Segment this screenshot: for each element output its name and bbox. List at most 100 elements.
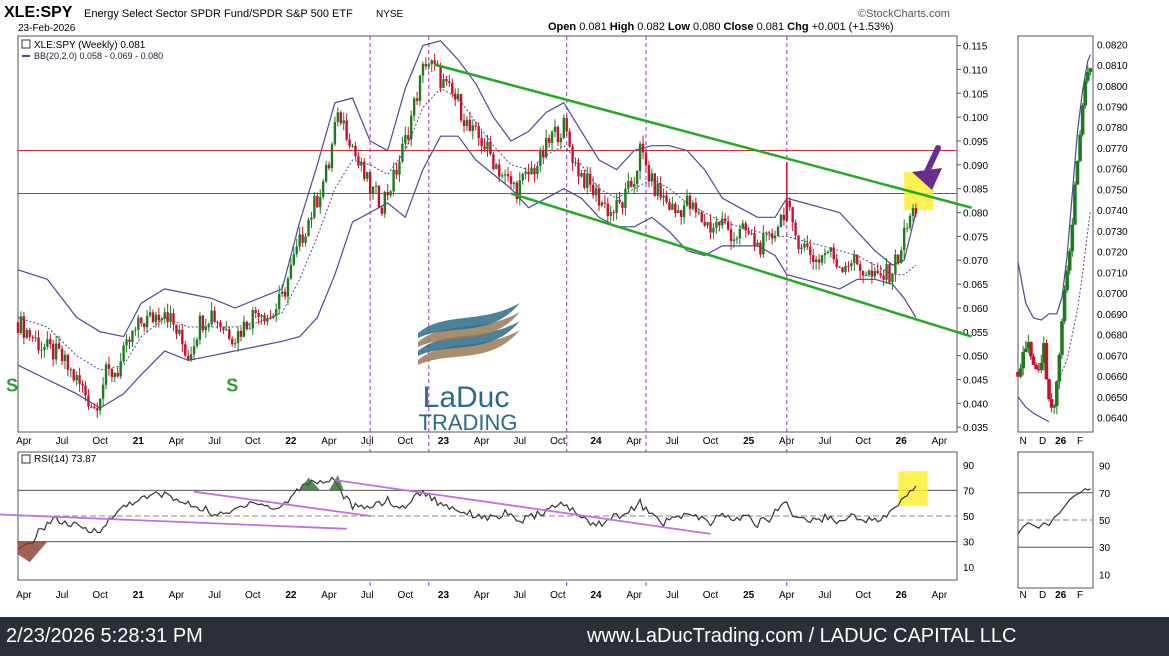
price-candle-body: [195, 339, 199, 347]
logo-wave-stroke: [418, 330, 520, 365]
inset-candle-body: [1057, 354, 1062, 382]
price-candle-body: [210, 310, 213, 325]
rsi-x-tick-label: Apr: [321, 590, 337, 601]
price-candle-body: [650, 173, 654, 182]
high-value: 0.082: [637, 21, 665, 33]
price-candle-body: [368, 172, 372, 194]
price-candle-body: [307, 219, 310, 237]
price-candle-body: [735, 238, 739, 240]
price-candle-body: [52, 343, 55, 360]
rsi-y-tick-label: 90: [963, 461, 975, 472]
price-candle-body: [770, 233, 774, 239]
price-candle-body: [591, 184, 595, 196]
price-candle-body: [34, 337, 37, 339]
price-candle-body: [228, 329, 231, 339]
inset-candle-body: [1044, 343, 1049, 380]
price-y-tick-label: 0.080: [963, 209, 988, 220]
price-candle-body: [380, 207, 384, 214]
price-candle-body: [905, 227, 909, 229]
symbol-title: XLE:SPY: [4, 4, 73, 21]
price-candle-body: [835, 259, 838, 267]
inset-candle-body: [1021, 352, 1025, 369]
price-x-tick-label: Apr: [779, 436, 795, 447]
inset-bb-lower: [1017, 396, 1050, 423]
rsi-x-tick-label: 21: [133, 590, 145, 601]
inset-candle-body: [1023, 348, 1028, 353]
price-y-tick-label: 0.045: [963, 376, 988, 387]
price-candle-body: [621, 202, 624, 208]
price-candle-body: [31, 336, 34, 339]
price-candle-body: [395, 169, 398, 175]
price-candle-body: [54, 343, 58, 360]
price-candle-body: [172, 313, 175, 325]
price-candle-body: [706, 222, 709, 226]
inset-y-tick-label: 0.0640: [1097, 413, 1128, 424]
price-x-tick-label: Jul: [208, 436, 221, 447]
price-candle-body: [104, 364, 108, 385]
price-candle-body: [310, 217, 313, 220]
open-label: Open: [548, 21, 577, 33]
rsi-y-tick-label: 50: [963, 512, 975, 523]
price-candle-body: [266, 317, 269, 322]
price-candle-body: [612, 212, 615, 214]
rsi-y-tick-label: 10: [963, 563, 975, 574]
price-candle-body: [897, 254, 900, 263]
price-candle-body: [374, 185, 378, 187]
price-candle-body: [853, 254, 856, 264]
high-label: High: [609, 21, 635, 33]
price-candle-body: [451, 82, 454, 94]
price-candle-body: [571, 146, 574, 164]
price-candle-body: [251, 310, 254, 329]
rsi-x-tick-label: Oct: [855, 590, 871, 601]
price-candle-body: [292, 254, 296, 265]
low-value: 0.080: [692, 21, 721, 33]
price-y-tick-label: 0.060: [963, 304, 988, 315]
price-candle-body: [360, 161, 363, 166]
price-candle-body: [298, 234, 301, 247]
price-candle-body: [219, 322, 222, 328]
price-candle-body: [500, 175, 504, 177]
price-x-tick-label: Apr: [474, 436, 490, 447]
inset-candle-body: [1067, 251, 1072, 271]
price-y-tick-label: 0.050: [963, 352, 988, 363]
price-candle-body: [888, 264, 891, 283]
inset-y-tick-label: 0.0770: [1097, 144, 1128, 155]
rsi-overbought-fill: [329, 475, 344, 491]
price-candle-body: [160, 318, 163, 321]
price-x-tick-label: Oct: [855, 436, 871, 447]
price-candle-body: [829, 247, 833, 252]
price-candle-body: [577, 162, 580, 177]
price-candle-body: [700, 212, 703, 222]
price-candle-body: [248, 328, 252, 330]
price-candle-body: [495, 164, 498, 170]
price-candle-body: [600, 202, 604, 206]
price-candle-body: [580, 172, 583, 177]
inset-x-tick-label: F: [1077, 436, 1083, 447]
price-candle-body: [201, 315, 205, 331]
price-candle-body: [791, 207, 794, 223]
price-candle-body: [154, 314, 158, 323]
price-candle-body: [768, 232, 771, 234]
price-candle-body: [633, 184, 636, 187]
price-candle-body: [530, 167, 533, 175]
rsi-x-tick-label: 24: [591, 590, 603, 601]
annotation-arrow-head: [912, 168, 942, 190]
price-candle-body: [832, 247, 835, 260]
price-candle-body: [456, 94, 460, 100]
price-candle-body: [726, 221, 730, 230]
price-y-tick-label: 0.100: [963, 113, 988, 124]
price-candle-body: [22, 316, 26, 338]
low-label: Low: [667, 21, 690, 33]
price-panel-frame: [17, 35, 958, 433]
inset-bb-upper: [1017, 54, 1091, 321]
price-x-tick-label: Oct: [703, 436, 719, 447]
price-candle-body: [759, 242, 762, 255]
price-candle-body: [348, 139, 351, 147]
price-candle-body: [536, 166, 539, 175]
price-y-tick-label: 0.105: [963, 89, 988, 100]
price-candle-body: [782, 214, 786, 221]
price-candle-body: [586, 173, 589, 188]
price-candle-body: [81, 383, 84, 386]
price-candle-body: [301, 234, 304, 243]
inset-y-tick-label: 0.0670: [1097, 351, 1128, 362]
